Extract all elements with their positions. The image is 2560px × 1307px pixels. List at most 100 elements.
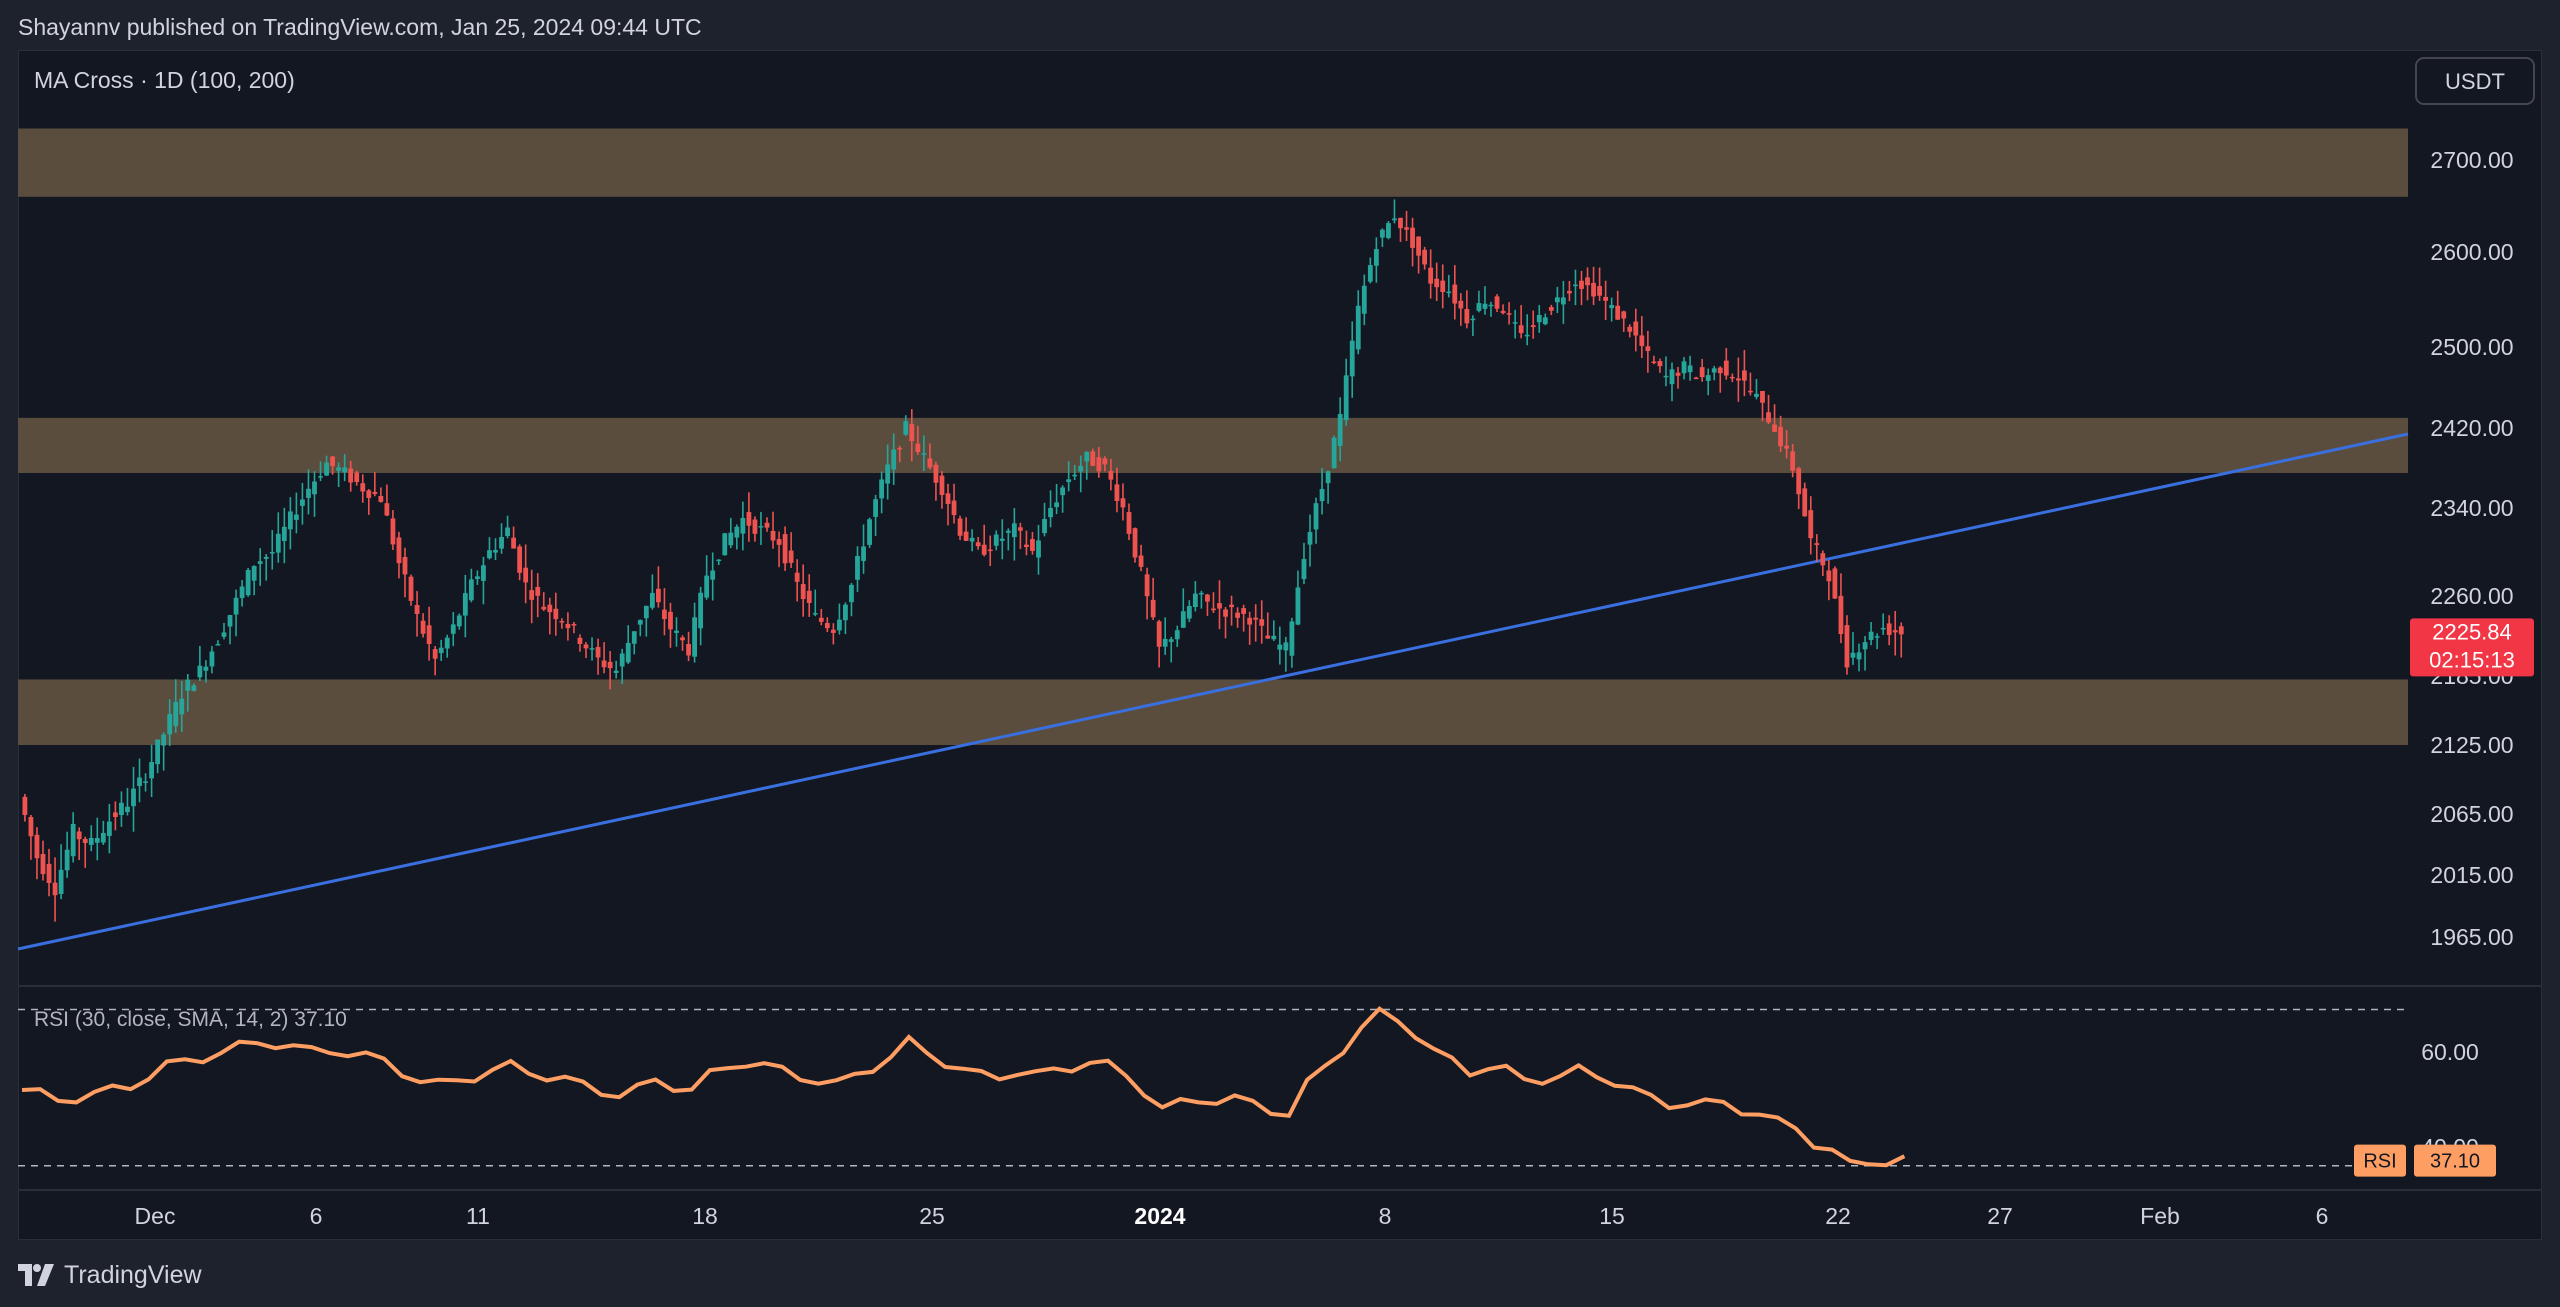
- candle-body: [1681, 361, 1687, 374]
- candle-body: [281, 526, 287, 542]
- candle-body: [1874, 636, 1880, 638]
- candle: [1603, 280, 1609, 321]
- candle: [1512, 309, 1518, 339]
- candle-body: [1410, 227, 1415, 248]
- candle-body: [46, 863, 52, 884]
- rsi-axis[interactable]: 60.0040.00: [2421, 1039, 2479, 1160]
- candle: [1669, 362, 1675, 402]
- candle-body: [855, 556, 860, 580]
- candle: [1675, 366, 1681, 389]
- candle: [662, 588, 667, 636]
- candle-body: [1488, 304, 1494, 307]
- candle: [1030, 532, 1035, 555]
- candle: [58, 844, 64, 900]
- candle: [414, 591, 420, 637]
- candle-body: [728, 532, 734, 546]
- candle-body: [782, 534, 788, 564]
- candle: [541, 592, 547, 611]
- candle: [553, 592, 559, 636]
- candle-body: [1241, 608, 1247, 614]
- candle: [1506, 302, 1512, 325]
- last-price-value: 2225.84: [2432, 619, 2512, 644]
- candle: [1530, 310, 1536, 339]
- candle: [933, 461, 939, 501]
- candle: [1422, 246, 1428, 270]
- rsi-line: [21, 1006, 1906, 1168]
- candle: [233, 589, 239, 637]
- candle-body: [137, 777, 142, 787]
- main-indicator-title[interactable]: MA Cross · 1D (100, 200): [34, 67, 295, 93]
- candle: [269, 530, 275, 570]
- candle: [1072, 464, 1078, 481]
- candle: [1886, 615, 1892, 646]
- candle-body: [1723, 360, 1729, 376]
- candle-body: [655, 588, 661, 603]
- candle-body: [933, 464, 939, 483]
- currency-button-label: USDT: [2445, 69, 2505, 94]
- candle: [1005, 528, 1011, 551]
- candle-body: [257, 561, 263, 564]
- candle: [125, 787, 130, 816]
- candle: [1548, 304, 1554, 316]
- candle: [752, 516, 758, 542]
- price-axis[interactable]: 2700.00 2600.00 2500.00 2420.00 2340.00 2260.…: [2430, 147, 2513, 950]
- candle-body: [408, 576, 414, 601]
- candle-body: [1651, 361, 1657, 364]
- candle-body: [1802, 488, 1808, 517]
- candle-body: [547, 604, 553, 613]
- candle: [1597, 267, 1602, 301]
- candle-body: [1162, 638, 1168, 647]
- candle-body: [426, 625, 432, 644]
- publisher-attribution: Shayannv published on TradingView.com, J…: [18, 14, 702, 40]
- candle: [861, 524, 866, 574]
- candle-body: [1325, 471, 1331, 484]
- candle: [1838, 573, 1844, 644]
- candle: [318, 461, 323, 482]
- candle-body: [64, 849, 70, 871]
- candle-body: [1542, 317, 1548, 325]
- candle-body: [1156, 621, 1162, 647]
- rsi-indicator-title[interactable]: RSI (30, close, SMA, 14, 2) 37.10: [34, 1008, 347, 1031]
- candle: [655, 566, 661, 608]
- time-axis[interactable]: Dec 6 11 18 25 2024 8 15 22 27 Feb 6: [135, 1203, 2329, 1229]
- candle-body: [595, 647, 601, 658]
- candle-body: [499, 536, 504, 549]
- candle-body: [360, 483, 366, 492]
- candle-body: [1506, 313, 1512, 315]
- candle: [945, 483, 951, 526]
- currency-button[interactable]: USDT: [2415, 57, 2535, 105]
- candle-body: [1633, 321, 1639, 336]
- candle-body: [734, 526, 740, 538]
- candle: [1337, 397, 1343, 462]
- candle-body: [28, 817, 34, 837]
- candle-body: [643, 605, 649, 619]
- candle-body: [384, 503, 390, 516]
- candle: [1766, 394, 1771, 424]
- candle: [1760, 390, 1765, 422]
- candle: [88, 825, 94, 852]
- candle-body: [493, 549, 498, 553]
- candle-body: [336, 467, 342, 471]
- candle-body: [686, 644, 691, 656]
- time-axis-label: 15: [1599, 1203, 1625, 1229]
- candle: [734, 524, 740, 550]
- tradingview-logo-icon: [18, 1264, 54, 1286]
- zone-rect: [18, 679, 2408, 745]
- candle: [1404, 210, 1409, 242]
- candle-body: [100, 832, 106, 843]
- candle: [275, 512, 281, 563]
- rsi-bands: [18, 1008, 2408, 1167]
- candle-body: [239, 586, 245, 599]
- candle-body: [1307, 532, 1313, 545]
- candle: [867, 517, 872, 548]
- tradingview-logo[interactable]: TradingView: [18, 1258, 202, 1292]
- candle-body: [306, 488, 311, 498]
- candle-body: [559, 621, 565, 623]
- candle: [812, 589, 818, 617]
- candle-body: [269, 552, 275, 554]
- candle-body: [1217, 603, 1222, 609]
- candle: [1723, 347, 1729, 380]
- candle-body: [76, 831, 82, 840]
- candle-body: [1373, 249, 1379, 266]
